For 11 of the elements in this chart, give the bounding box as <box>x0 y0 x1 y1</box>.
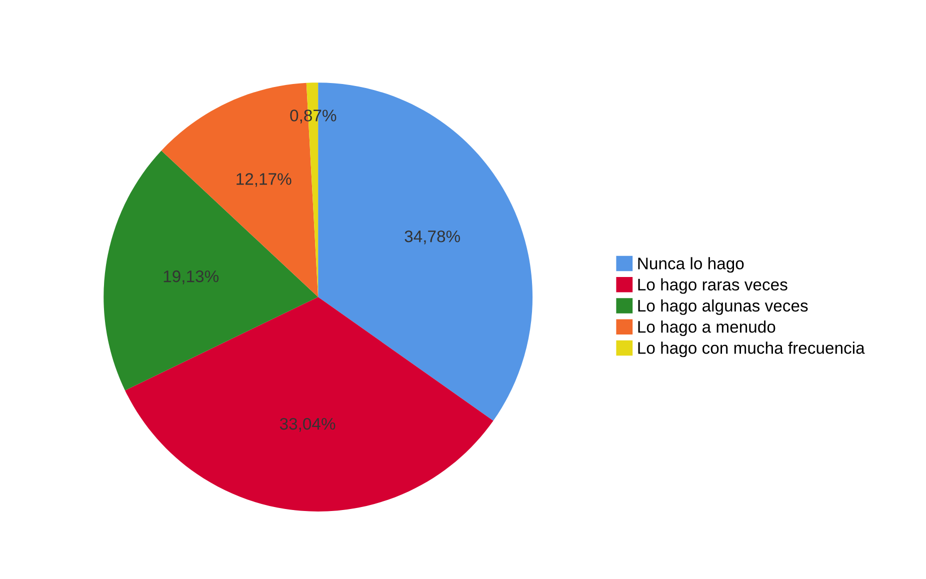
legend-label: Nunca lo hago <box>638 257 744 273</box>
data-label: 12,17% <box>236 173 292 187</box>
pie-slice <box>104 150 318 390</box>
pie-slice <box>125 297 494 512</box>
legend-label: Lo hago con mucha frecuencia <box>638 342 865 358</box>
legend-label: Lo hago raras veces <box>638 278 788 294</box>
legend-label: Lo hago a menudo <box>638 320 776 336</box>
data-label: 33,04% <box>280 418 336 432</box>
legend-label: Lo hago algunas veces <box>638 299 808 315</box>
data-label: 34,78% <box>404 230 460 244</box>
data-label: 19,13% <box>164 270 219 284</box>
